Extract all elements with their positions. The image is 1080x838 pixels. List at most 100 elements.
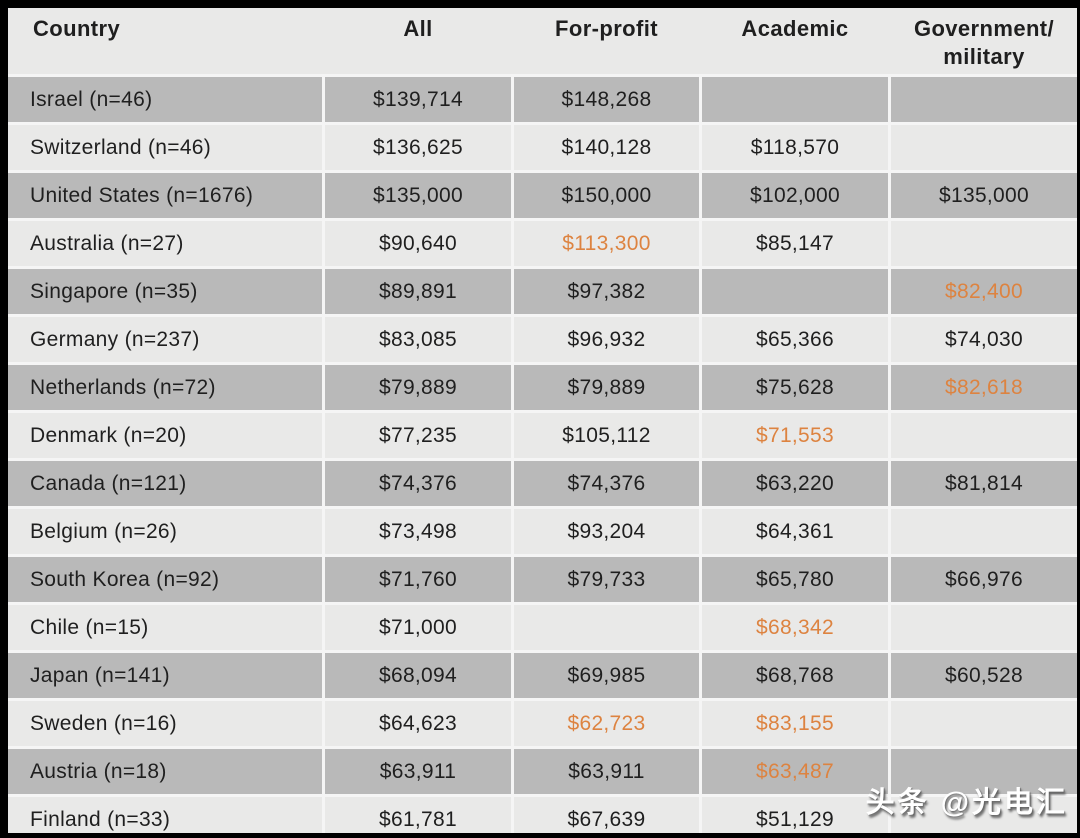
cell-government-military <box>888 749 1077 794</box>
cell-government-military <box>888 221 1077 266</box>
cell-government-military: $135,000 <box>888 173 1077 218</box>
salary-table: Country All For-profit Academic Governme… <box>8 8 1077 838</box>
cell-country: Chile (n=15) <box>30 616 149 639</box>
cell-for-profit: $148,268 <box>511 77 699 122</box>
table-row: Finland (n=33) $61,781 $67,639 $51,129 <box>8 797 1077 838</box>
column-header-for-profit: For-profit <box>555 16 658 41</box>
table-row: Denmark (n=20) $77,235 $105,112 $71,553 <box>8 413 1077 458</box>
cell-country: Sweden (n=16) <box>30 712 177 735</box>
cell-all: $71,000 <box>322 605 511 650</box>
cell-for-profit: $105,112 <box>511 413 699 458</box>
cell-government-military: $74,030 <box>888 317 1077 362</box>
cell-academic: $118,570 <box>699 125 888 170</box>
cell-all: $71,760 <box>322 557 511 602</box>
table-row: Canada (n=121) $74,376 $74,376 $63,220 $81,8… <box>8 461 1077 506</box>
cell-academic <box>699 269 888 314</box>
cell-for-profit: $150,000 <box>511 173 699 218</box>
cell-for-profit: $140,128 <box>511 125 699 170</box>
cell-all: $64,623 <box>322 701 511 746</box>
table-row: Chile (n=15) $71,000 $68,342 <box>8 605 1077 650</box>
cell-academic: $102,000 <box>699 173 888 218</box>
cell-country: Finland (n=33) <box>30 808 171 831</box>
cell-academic: $63,487 <box>699 749 888 794</box>
cell-all: $68,094 <box>322 653 511 698</box>
cell-country: Netherlands (n=72) <box>30 376 216 399</box>
bottom-border <box>0 833 1080 838</box>
cell-for-profit: $74,376 <box>511 461 699 506</box>
cell-academic: $63,220 <box>699 461 888 506</box>
cell-government-military: $81,814 <box>888 461 1077 506</box>
cell-country: Singapore (n=35) <box>30 280 198 303</box>
cell-all: $74,376 <box>322 461 511 506</box>
cell-academic: $71,553 <box>699 413 888 458</box>
cell-all: $63,911 <box>322 749 511 794</box>
cell-academic: $75,628 <box>699 365 888 410</box>
cell-country: Canada (n=121) <box>30 472 187 495</box>
cell-country: South Korea (n=92) <box>30 568 220 591</box>
cell-all: $61,781 <box>322 797 511 838</box>
cell-government-military <box>888 701 1077 746</box>
cell-government-military <box>888 509 1077 554</box>
table-row: Israel (n=46) $139,714 $148,268 <box>8 77 1077 122</box>
cell-academic: $65,780 <box>699 557 888 602</box>
table-header-row: Country All For-profit Academic Governme… <box>8 8 1077 74</box>
column-header-all: All <box>403 16 433 41</box>
cell-all: $136,625 <box>322 125 511 170</box>
column-header-government-military: Government/ military <box>913 16 1055 69</box>
column-header-academic: Academic <box>741 16 849 41</box>
cell-government-military <box>888 797 1077 838</box>
cell-for-profit: $113,300 <box>511 221 699 266</box>
table-body: Israel (n=46) $139,714 $148,268 Switzerland… <box>8 77 1077 838</box>
cell-all: $77,235 <box>322 413 511 458</box>
cell-academic: $64,361 <box>699 509 888 554</box>
cell-government-military <box>888 413 1077 458</box>
cell-all: $83,085 <box>322 317 511 362</box>
table-row: Switzerland (n=46) $136,625 $140,128 $118,5… <box>8 125 1077 170</box>
cell-country: Israel (n=46) <box>30 88 153 111</box>
table-row: Netherlands (n=72) $79,889 $79,889 $75,628 $… <box>8 365 1077 410</box>
cell-for-profit: $62,723 <box>511 701 699 746</box>
cell-government-military <box>888 605 1077 650</box>
table-row: Singapore (n=35) $89,891 $97,382 $82,400 <box>8 269 1077 314</box>
cell-all: $135,000 <box>322 173 511 218</box>
cell-all: $89,891 <box>322 269 511 314</box>
cell-government-military: $82,618 <box>888 365 1077 410</box>
cell-for-profit: $63,911 <box>511 749 699 794</box>
cell-all: $139,714 <box>322 77 511 122</box>
cell-for-profit: $67,639 <box>511 797 699 838</box>
table-row: Belgium (n=26) $73,498 $93,204 $64,361 <box>8 509 1077 554</box>
table-row: South Korea (n=92) $71,760 $79,733 $65,780 $… <box>8 557 1077 602</box>
cell-academic: $85,147 <box>699 221 888 266</box>
cell-for-profit: $79,889 <box>511 365 699 410</box>
watermark-toutiao: 头条 @光电汇 <box>865 787 1068 819</box>
cell-government-military <box>888 125 1077 170</box>
cell-country: United States (n=1676) <box>30 184 254 207</box>
cell-all: $90,640 <box>322 221 511 266</box>
cell-for-profit: $96,932 <box>511 317 699 362</box>
cell-country: Austria (n=18) <box>30 760 167 783</box>
table-row: Japan (n=141) $68,094 $69,985 $68,768 $60,52… <box>8 653 1077 698</box>
cell-government-military: $66,976 <box>888 557 1077 602</box>
cell-academic: $68,768 <box>699 653 888 698</box>
cell-for-profit: $69,985 <box>511 653 699 698</box>
table-row: Sweden (n=16) $64,623 $62,723 $83,155 <box>8 701 1077 746</box>
cell-for-profit: $97,382 <box>511 269 699 314</box>
cell-for-profit: $79,733 <box>511 557 699 602</box>
cell-country: Germany (n=237) <box>30 328 200 351</box>
table-row: Australia (n=27) $90,640 $113,300 $85,147 <box>8 221 1077 266</box>
table-row: United States (n=1676) $135,000 $150,000 $1… <box>8 173 1077 218</box>
cell-academic <box>699 77 888 122</box>
cell-government-military <box>888 77 1077 122</box>
cell-for-profit: $93,204 <box>511 509 699 554</box>
cell-government-military: $82,400 <box>888 269 1077 314</box>
cell-academic: $51,129 <box>699 797 888 838</box>
cell-all: $73,498 <box>322 509 511 554</box>
table-row: Austria (n=18) $63,911 $63,911 $63,487 <box>8 749 1077 794</box>
cell-country: Belgium (n=26) <box>30 520 178 543</box>
cell-academic: $83,155 <box>699 701 888 746</box>
cell-country: Japan (n=141) <box>30 664 170 687</box>
cell-academic: $65,366 <box>699 317 888 362</box>
cell-all: $79,889 <box>322 365 511 410</box>
cell-country: Denmark (n=20) <box>30 424 187 447</box>
